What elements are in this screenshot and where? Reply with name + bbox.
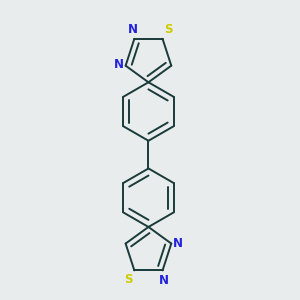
Text: N: N xyxy=(173,237,183,250)
Text: N: N xyxy=(114,58,124,70)
Text: S: S xyxy=(164,23,173,36)
Text: S: S xyxy=(124,273,132,286)
Text: N: N xyxy=(128,23,138,36)
Text: N: N xyxy=(159,274,169,287)
